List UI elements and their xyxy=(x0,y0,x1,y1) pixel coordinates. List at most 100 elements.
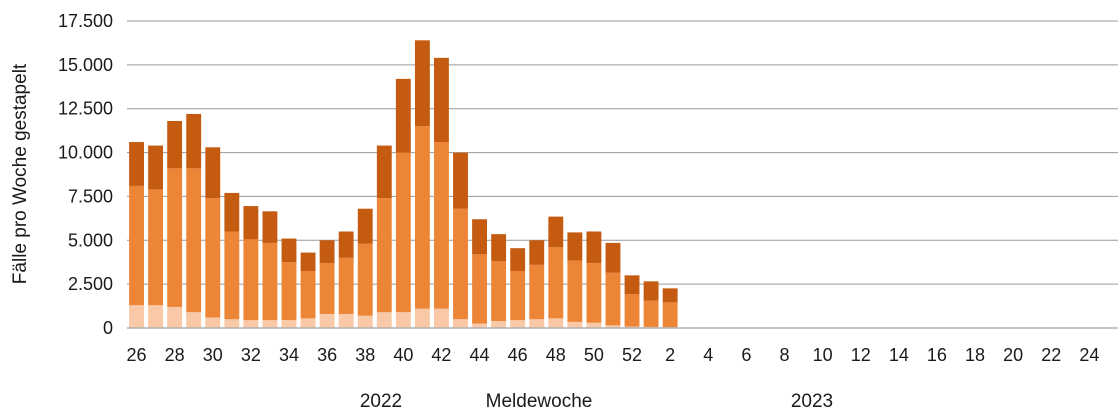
bar-segment-week-46-layer-1 xyxy=(510,320,526,328)
bar-segment-week-35-layer-2 xyxy=(300,270,316,319)
bar-segment-week-31-layer-1 xyxy=(224,319,240,328)
bar-segment-week-29-layer-3 xyxy=(186,113,202,169)
bar-segment-week-1-layer-3 xyxy=(643,281,659,301)
x-tick-label: 52 xyxy=(622,345,642,365)
x-tick-label: 26 xyxy=(127,345,147,365)
bar-segment-week-32-layer-3 xyxy=(243,206,259,240)
bar-segment-week-48-layer-2 xyxy=(548,247,564,319)
bar-segment-week-45-layer-1 xyxy=(491,320,507,328)
y-tick-label: 12.500 xyxy=(58,99,113,119)
x-tick-label: 4 xyxy=(703,345,713,365)
bar-segment-week-35-layer-1 xyxy=(300,318,316,328)
bar-segment-week-33-layer-2 xyxy=(262,242,278,321)
bar-segment-week-43-layer-3 xyxy=(453,152,468,209)
bar-segment-week-51-layer-1 xyxy=(605,325,621,328)
bar-segment-week-50-layer-3 xyxy=(586,231,602,264)
x-tick-label: 46 xyxy=(508,345,528,365)
year-label-2023: 2023 xyxy=(791,391,833,412)
bar-segment-week-37-layer-3 xyxy=(338,231,354,258)
bar-segment-week-50-layer-2 xyxy=(586,263,602,323)
bar-segment-week-52-layer-3 xyxy=(624,275,640,295)
bar-segment-week-2-layer-2 xyxy=(662,302,678,328)
y-tick-label: 7.500 xyxy=(68,186,113,206)
x-tick-label: 12 xyxy=(851,345,871,365)
bar-segment-week-48-layer-1 xyxy=(548,318,564,328)
x-tick-label: 2 xyxy=(665,345,675,365)
bar-segment-week-36-layer-1 xyxy=(319,313,335,328)
bar-segment-week-44-layer-3 xyxy=(472,219,487,255)
bar-segment-week-52-layer-2 xyxy=(624,294,640,327)
y-tick-label: 17.500 xyxy=(58,11,113,31)
x-tick-label: 34 xyxy=(279,345,299,365)
bar-segment-week-42-layer-1 xyxy=(434,308,449,328)
bar-segment-week-30-layer-2 xyxy=(205,198,221,318)
bars xyxy=(129,40,678,328)
x-tick-label: 18 xyxy=(965,345,985,365)
x-axis-label: Meldewoche xyxy=(486,391,593,412)
bar-segment-week-26-layer-1 xyxy=(129,305,144,328)
bar-segment-week-32-layer-2 xyxy=(243,239,259,321)
bar-segment-week-49-layer-2 xyxy=(567,260,583,322)
bar-segment-week-44-layer-1 xyxy=(472,323,487,328)
bar-segment-week-36-layer-3 xyxy=(319,240,335,264)
bar-segment-week-29-layer-2 xyxy=(186,168,202,313)
bar-segment-week-41-layer-2 xyxy=(414,126,430,309)
bar-segment-week-26-layer-3 xyxy=(129,142,144,186)
x-tick-label: 48 xyxy=(546,345,566,365)
bar-segment-week-28-layer-3 xyxy=(167,120,183,169)
bar-segment-week-33-layer-1 xyxy=(262,320,278,328)
y-tick-label: 10.000 xyxy=(58,143,113,163)
bar-segment-week-42-layer-2 xyxy=(434,142,449,309)
bar-segment-week-40-layer-1 xyxy=(395,312,411,328)
bar-segment-week-27-layer-3 xyxy=(148,145,164,190)
x-tick-label: 44 xyxy=(470,345,490,365)
year-label-2022: 2022 xyxy=(360,391,402,412)
bar-segment-week-50-layer-1 xyxy=(586,322,602,328)
bar-segment-week-47-layer-3 xyxy=(529,240,545,265)
y-tick-label: 0 xyxy=(103,318,113,338)
bar-segment-week-43-layer-2 xyxy=(453,208,468,320)
bar-segment-week-29-layer-1 xyxy=(186,312,202,328)
y-tick-label: 15.000 xyxy=(58,55,113,75)
bar-segment-week-46-layer-2 xyxy=(510,270,526,321)
bar-segment-week-47-layer-1 xyxy=(529,319,545,328)
bar-segment-week-40-layer-3 xyxy=(395,78,411,153)
bar-segment-week-34-layer-3 xyxy=(281,238,297,263)
bar-segment-week-32-layer-1 xyxy=(243,320,259,328)
y-tick-label: 5.000 xyxy=(68,230,113,250)
x-tick-label: 10 xyxy=(813,345,833,365)
bar-segment-week-27-layer-2 xyxy=(148,189,164,306)
bar-segment-week-45-layer-2 xyxy=(491,261,507,321)
bar-segment-week-51-layer-3 xyxy=(605,242,621,273)
bar-segment-week-41-layer-1 xyxy=(414,308,430,328)
x-tick-label: 42 xyxy=(431,345,451,365)
x-tick-label: 20 xyxy=(1003,345,1023,365)
x-tick-label: 28 xyxy=(165,345,185,365)
x-tick-label: 6 xyxy=(741,345,751,365)
bar-segment-week-37-layer-1 xyxy=(338,313,354,328)
bar-segment-week-33-layer-3 xyxy=(262,211,278,243)
bar-segment-week-39-layer-1 xyxy=(376,312,392,328)
bar-segment-week-31-layer-3 xyxy=(224,192,240,232)
bar-segment-week-30-layer-3 xyxy=(205,147,221,199)
bar-segment-week-46-layer-3 xyxy=(510,248,526,271)
bar-segment-week-2-layer-3 xyxy=(662,288,678,303)
bar-segment-week-41-layer-3 xyxy=(414,40,430,127)
bar-segment-week-49-layer-1 xyxy=(567,321,583,328)
bar-segment-week-39-layer-3 xyxy=(376,145,392,199)
bar-segment-week-36-layer-2 xyxy=(319,263,335,314)
bar-segment-week-28-layer-2 xyxy=(167,168,183,307)
bar-segment-week-40-layer-2 xyxy=(395,152,411,313)
x-tick-label: 32 xyxy=(241,345,261,365)
bar-segment-week-30-layer-1 xyxy=(205,317,221,328)
x-tick-label: 14 xyxy=(889,345,909,365)
bar-segment-week-37-layer-2 xyxy=(338,257,354,314)
bar-segment-week-28-layer-1 xyxy=(167,306,183,328)
y-axis-label: Fälle pro Woche gestapelt xyxy=(10,63,31,284)
bar-segment-week-27-layer-1 xyxy=(148,305,164,328)
bar-segment-week-45-layer-3 xyxy=(491,234,507,262)
bar-segment-week-48-layer-3 xyxy=(548,216,564,248)
bar-segment-week-26-layer-2 xyxy=(129,185,144,306)
bar-segment-week-31-layer-2 xyxy=(224,231,240,320)
bar-segment-week-42-layer-3 xyxy=(434,57,449,143)
